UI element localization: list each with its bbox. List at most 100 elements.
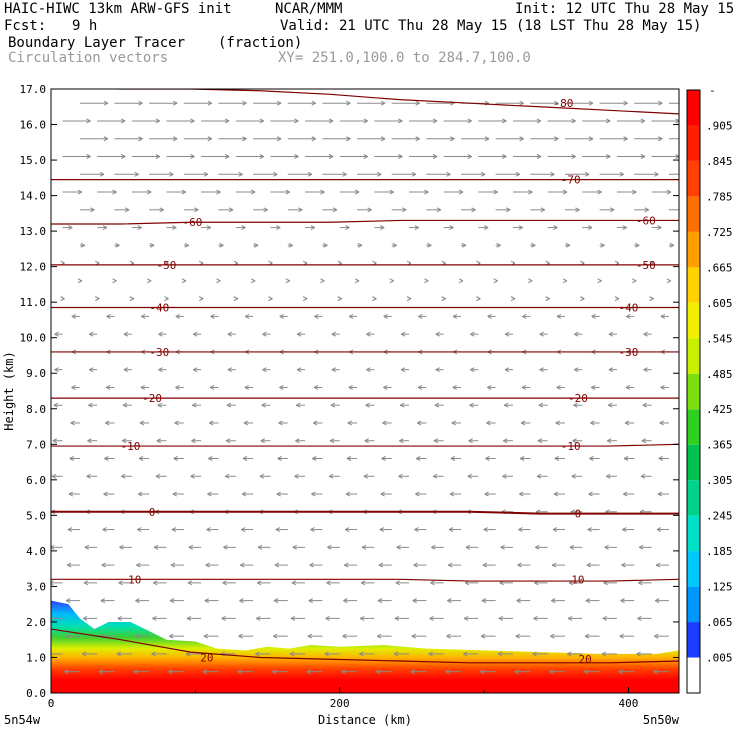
isotherm-label: 0 <box>575 508 582 521</box>
x-tick-label: 0 <box>48 697 55 710</box>
tracer-shading <box>51 600 679 693</box>
colorbar-level-label: .665 <box>706 261 733 274</box>
colorbar-swatch <box>687 267 700 303</box>
plot-area: 20 20 10 10 0 0 -10 -10 -20 -20 -30 -30 -40 -40 -50 -50… <box>51 89 679 693</box>
y-tick-label: 6.0 <box>26 474 46 487</box>
y-axis-label: Height (km) <box>2 351 16 430</box>
colorbar-level-label: .065 <box>706 616 733 629</box>
colorbar-level-label: .005 <box>706 652 733 665</box>
x-end-label-right: 5n50w <box>643 713 680 727</box>
colorbar-swatch <box>687 409 700 445</box>
colorbar-level-label: .425 <box>706 403 733 416</box>
colorbar-level-label: .725 <box>706 226 733 239</box>
isotherm-line <box>97 89 679 115</box>
y-tick-label: 14.0 <box>20 190 47 203</box>
colorbar-level-label: .545 <box>706 332 733 345</box>
circulation-vectors <box>51 100 679 675</box>
colorbar-swatch <box>687 302 700 339</box>
colorbar-swatch <box>687 160 700 197</box>
colorbar-level-label: .785 <box>706 190 733 203</box>
colorbar-frame <box>686 89 701 694</box>
colorbar-swatch <box>687 515 700 552</box>
y-tick-label: 2.0 <box>26 616 46 629</box>
isotherm-label: -20 <box>568 392 588 405</box>
x-tick-label: 400 <box>619 697 639 710</box>
x-tick-label: 200 <box>330 697 350 710</box>
colorbar-top-label: - <box>709 84 716 97</box>
valid-time: Valid: 21 UTC Thu 28 May 15 (18 LST Thu … <box>280 18 702 34</box>
colorbar-level-label: .605 <box>706 297 733 310</box>
isotherm-line <box>51 219 679 225</box>
isotherm-label: -20 <box>142 392 162 405</box>
colorbar-swatch <box>687 196 700 232</box>
colorbar-swatch <box>687 586 700 623</box>
colorbar-swatch <box>687 231 700 268</box>
colorbar-swatch <box>687 338 700 374</box>
isotherm-label: 20 <box>579 653 592 666</box>
colorbar-swatch <box>687 444 700 481</box>
isotherm-label: -40 <box>619 302 639 315</box>
y-tick-label: 7.0 <box>26 438 46 451</box>
fcst-label: Fcst: <box>4 18 47 34</box>
y-tick-label: 12.0 <box>20 261 47 274</box>
isotherm-label: -40 <box>149 302 169 315</box>
isotherm-label: 20 <box>200 651 213 664</box>
colorbar-swatch <box>687 125 700 161</box>
y-tick-label: 4.0 <box>26 545 46 558</box>
xy-range: XY= 251.0,100.0 to 284.7,100.0 <box>278 50 531 66</box>
model-title: HAIC-HIWC 13km ARW-GFS init <box>4 1 232 17</box>
y-tick-label: 1.0 <box>26 651 46 664</box>
isotherm-label: -80 <box>554 97 574 110</box>
isotherm-line <box>51 628 679 664</box>
isotherm-line <box>51 443 679 447</box>
y-tick-label: 15.0 <box>20 154 47 167</box>
isotherm-label: -50 <box>636 259 656 272</box>
field1-name: Boundary Layer Tracer <box>8 35 186 51</box>
y-tick-label: 13.0 <box>20 225 47 238</box>
isotherm-label: -50 <box>157 259 177 272</box>
y-tick-label: 11.0 <box>20 296 47 309</box>
isotherm-label: 0 <box>149 506 156 519</box>
isotherm-label: -70 <box>561 174 581 187</box>
colorbar-level-label: .185 <box>706 545 733 558</box>
y-tick-label: 5.0 <box>26 509 46 522</box>
org-label: NCAR/MMM <box>275 1 343 17</box>
y-tick-label: 0.0 <box>26 687 46 700</box>
isotherm-label: 10 <box>571 573 584 586</box>
colorbar-level-label: .485 <box>706 368 733 381</box>
isotherm-line <box>51 510 679 515</box>
colorbar-level-label: .305 <box>706 474 733 487</box>
y-tick-label: 16.0 <box>20 119 47 132</box>
isotherm-label: -10 <box>561 440 581 453</box>
isotherm-label: 10 <box>128 573 141 586</box>
colorbar-swatch <box>687 480 700 516</box>
x-end-label-left: 5n54w <box>4 713 41 727</box>
isotherm-label: -60 <box>183 216 203 229</box>
isotherm-line <box>51 578 679 582</box>
isotherm-label: -30 <box>149 346 169 359</box>
colorbar-swatch <box>687 373 700 410</box>
colorbar-swatch <box>687 90 700 126</box>
y-tick-label: 10.0 <box>20 332 47 345</box>
colorbar-swatch <box>687 657 700 693</box>
x-axis-label: Distance (km) <box>318 713 412 727</box>
colorbar-level-label: .365 <box>706 439 733 452</box>
colorbar-level-label: .245 <box>706 510 733 523</box>
y-tick-label: 8.0 <box>26 403 46 416</box>
isotherm-label: -10 <box>120 440 140 453</box>
colorbar-level-label: .905 <box>706 119 733 132</box>
fcst-value: 9 h <box>72 18 98 34</box>
colorbar-level-label: .125 <box>706 581 733 594</box>
colorbar-swatch <box>687 551 700 587</box>
field1-units: (fraction) <box>218 35 303 51</box>
y-tick-label: 3.0 <box>26 580 46 593</box>
isotherm-label: -30 <box>619 346 639 359</box>
plot-frame <box>50 88 680 694</box>
field2-name: Circulation vectors <box>8 50 169 66</box>
init-time: Init: 12 UTC Thu 28 May 15 <box>515 1 735 17</box>
y-tick-label: 9.0 <box>26 367 46 380</box>
colorbar-swatch <box>687 622 700 658</box>
y-tick-label: 17.0 <box>20 83 47 96</box>
isotherm-label: -60 <box>636 214 656 227</box>
